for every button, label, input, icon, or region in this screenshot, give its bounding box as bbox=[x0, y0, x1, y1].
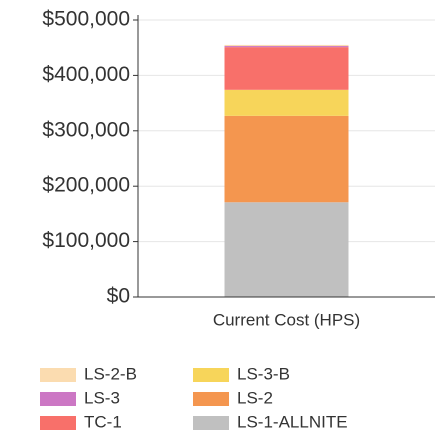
legend-label: TC-1 bbox=[84, 412, 122, 431]
y-tick-label: $500,000 bbox=[42, 8, 130, 31]
y-tick-label: $200,000 bbox=[42, 174, 130, 197]
bar-segment bbox=[224, 44, 349, 47]
bar-segment bbox=[224, 47, 349, 90]
bar-segment bbox=[224, 89, 349, 116]
legend-swatch bbox=[193, 416, 229, 430]
legend-label: LS-2-B bbox=[84, 364, 137, 383]
y-tick-label: $100,000 bbox=[42, 229, 130, 252]
y-tick-label: $300,000 bbox=[42, 118, 130, 141]
bar-segment bbox=[224, 202, 349, 297]
bar-segment bbox=[224, 46, 349, 48]
legend-label: LS-3-B bbox=[237, 364, 290, 383]
legend-swatch bbox=[193, 368, 229, 382]
y-tick-label: $0 bbox=[107, 285, 130, 308]
y-tick-label: $400,000 bbox=[42, 63, 130, 86]
bar-segment bbox=[224, 115, 349, 203]
legend-label: LS-3 bbox=[84, 388, 120, 407]
legend-swatch bbox=[40, 392, 76, 406]
x-tick-label: Current Cost (HPS) bbox=[213, 310, 360, 329]
legend-swatch bbox=[40, 416, 76, 430]
legend-label: LS-2 bbox=[237, 388, 273, 407]
legend-label: LS-1-ALLNITE bbox=[237, 412, 348, 431]
legend-swatch bbox=[40, 368, 76, 382]
legend-swatch bbox=[193, 392, 229, 406]
